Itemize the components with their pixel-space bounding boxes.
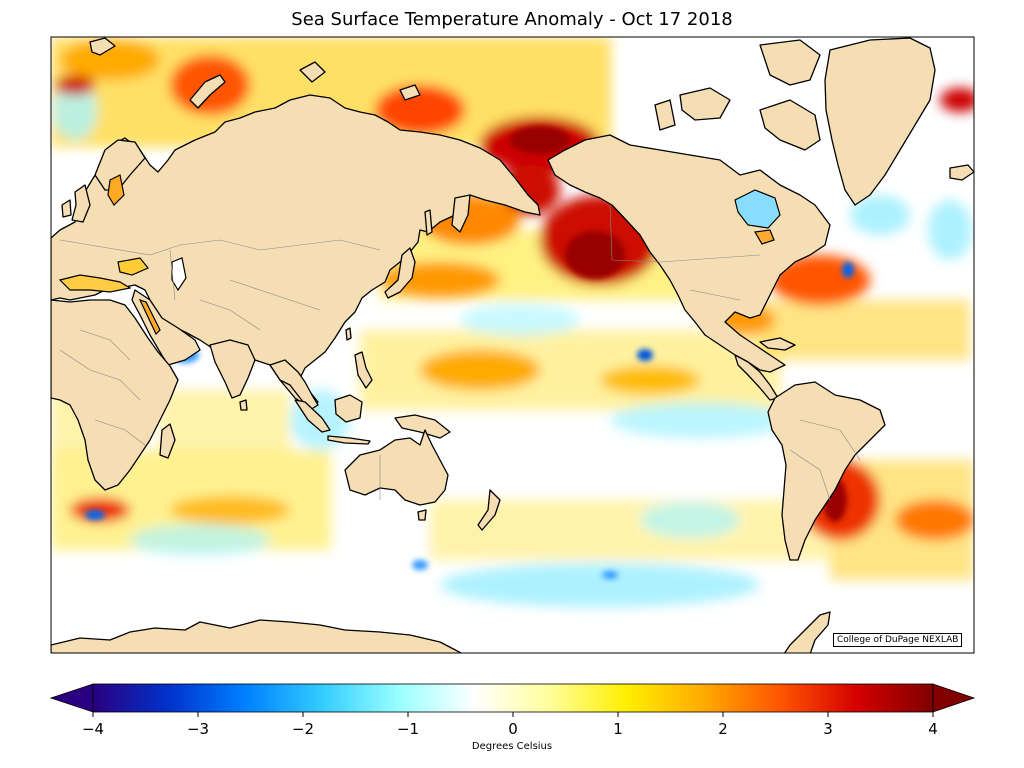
great-lakes [754,229,775,245]
new-guinea [394,414,451,439]
caspian-sea [171,257,187,292]
baltic-sea [107,174,125,206]
ireland [61,199,72,218]
red-sea [138,298,161,336]
baffin-island [759,99,821,151]
svalbard [89,37,116,56]
colorbar-tick-label: 1 [613,720,623,738]
map-title: Sea Surface Temperature Anomaly - Oct 17… [291,9,733,30]
tasmania [417,509,427,521]
colorbar-tick-label: 0 [508,720,518,738]
java [327,435,371,445]
antarctica-landmass [51,619,463,653]
sumatra [294,399,331,433]
cuba [759,337,796,351]
banks-island [654,99,676,131]
antarctic-peninsula [783,611,831,653]
greenland-landmass [824,37,936,206]
colorbar-tick-label: −3 [187,720,209,738]
indochina-landmass [269,359,319,411]
map-frame [50,36,975,654]
colorbar-tick-label: −1 [397,720,419,738]
new-siberian-islands [399,84,421,101]
mediterranean-sea [58,274,132,293]
inland-water [58,174,781,336]
kamchatka [451,194,471,233]
eurasia-landmass [51,94,541,409]
taiwan [345,327,352,341]
south-america-landmass [767,381,886,561]
colorbar-tick-label: 2 [718,720,728,738]
japan [384,247,416,299]
black-sea [117,257,149,276]
victoria-island [679,87,731,121]
colorbar-label: Degrees Celsius [471,741,553,752]
sst-anomaly-map [50,36,975,654]
colorbar-tick-label: 3 [823,720,833,738]
colorbar-ticks: −4 −3 −2 −1 0 1 2 3 4 [82,712,938,738]
colorbar-tick-label: 4 [928,720,938,738]
land [51,37,974,653]
ellesmere-island [759,39,821,86]
colorbar-extend-low [49,683,94,713]
new-zealand [477,489,501,531]
anomaly-detail [85,126,854,579]
borneo [334,394,363,423]
hudson-bay [734,189,781,229]
colorbar-tick-label: −2 [292,720,314,738]
great-britain [71,184,91,223]
credit-label: College of DuPage NEXLAB [833,633,963,647]
philippines [354,351,373,389]
africa-landmass [51,299,179,491]
sri-lanka [239,399,248,411]
colorbar-tick-label: −4 [82,720,104,738]
sakhalin [424,209,433,236]
novaya-zemlya [189,74,226,109]
india-landmass [209,339,256,399]
colorbar-extend-high [932,683,976,713]
severnaya-zemlya [299,61,326,83]
colorbar-body [92,683,934,713]
madagascar [159,423,176,459]
iceland [949,164,974,181]
country-borders [59,204,861,501]
